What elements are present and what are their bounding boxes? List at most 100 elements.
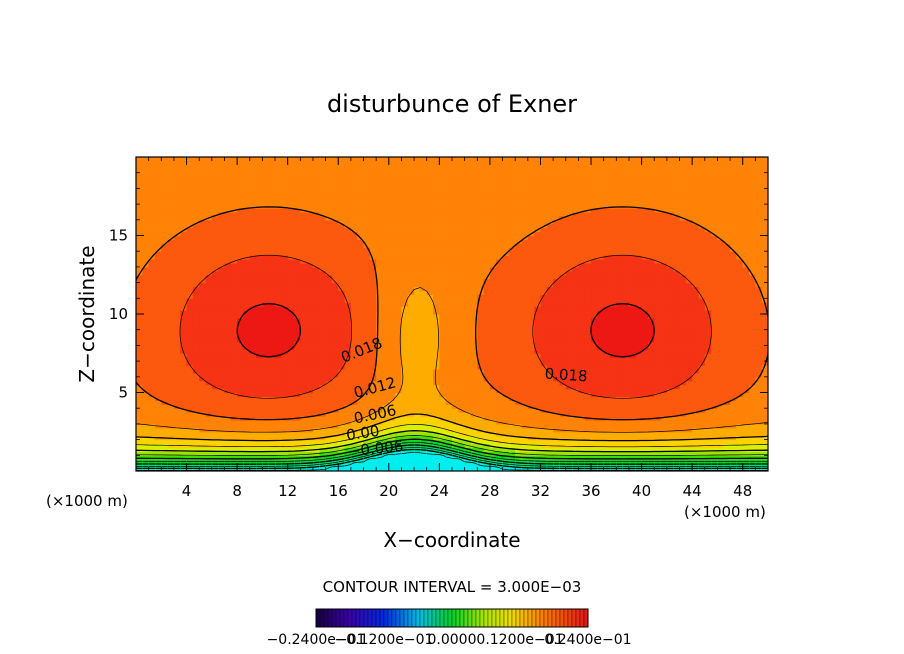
- field-cell: [578, 419, 586, 425]
- field-cell: [294, 392, 301, 398]
- field-cell: [578, 400, 586, 405]
- field-cell: [717, 396, 725, 401]
- field-cell: [749, 416, 756, 421]
- field-cell: [546, 274, 554, 280]
- field-cell: [692, 423, 700, 429]
- field-cell: [679, 376, 687, 382]
- field-cell: [559, 333, 567, 339]
- field-cell: [489, 341, 497, 346]
- field-cell: [597, 337, 605, 343]
- field-cell: [597, 380, 605, 386]
- field-cell: [654, 317, 662, 323]
- field-cell: [445, 396, 453, 401]
- field-cell: [515, 341, 523, 346]
- field-cell: [584, 400, 592, 405]
- field-cell: [641, 365, 649, 370]
- field-cell: [458, 286, 466, 292]
- field-cell: [489, 290, 497, 295]
- field-cell: [439, 416, 447, 421]
- field-cell: [256, 419, 263, 425]
- field-cell: [161, 306, 169, 311]
- field-cell: [186, 341, 194, 346]
- field-cell: [249, 372, 257, 378]
- field-cell: [578, 290, 586, 295]
- field-cell: [363, 416, 371, 421]
- field-cell: [610, 329, 617, 335]
- field-cell: [736, 455, 744, 460]
- field-cell: [458, 376, 466, 382]
- field-cell: [154, 404, 162, 409]
- field-cell: [395, 314, 403, 319]
- field-cell: [388, 345, 396, 350]
- field-cell: [628, 447, 636, 452]
- field-cell: [458, 306, 466, 311]
- field-cell: [142, 290, 150, 295]
- field-cell: [610, 455, 617, 460]
- field-cell: [268, 321, 276, 327]
- field-cell: [477, 310, 485, 315]
- field-cell: [635, 282, 643, 288]
- field-cell: [736, 423, 744, 429]
- field-cell: [161, 463, 169, 468]
- field-cell: [565, 349, 573, 354]
- field-cell: [496, 290, 504, 295]
- field-cell: [199, 282, 207, 288]
- field-cell: [673, 310, 681, 315]
- field-cell: [666, 423, 674, 429]
- field-cell: [591, 396, 598, 401]
- field-cell: [553, 282, 561, 288]
- field-cell: [136, 310, 143, 315]
- field-cell: [761, 427, 768, 433]
- field-cell: [331, 341, 339, 346]
- field-cell: [584, 290, 592, 295]
- field-cell: [616, 451, 624, 456]
- field-cell: [281, 314, 289, 319]
- field-cell: [363, 357, 371, 362]
- field-cell: [521, 419, 529, 425]
- field-cell: [281, 353, 289, 358]
- field-cell: [742, 349, 750, 354]
- field-cell: [616, 384, 624, 390]
- field-cell: [704, 329, 712, 335]
- field-cell: [350, 357, 358, 362]
- field-cell: [300, 361, 308, 366]
- field-cell: [597, 439, 605, 445]
- field-cell: [654, 447, 662, 452]
- field-cell: [262, 282, 270, 288]
- field-cell: [420, 365, 428, 370]
- field-cell: [540, 376, 548, 382]
- field-cell: [616, 321, 624, 327]
- field-cell: [717, 427, 725, 433]
- field-cell: [515, 337, 523, 343]
- field-cell: [692, 286, 700, 292]
- field-cell: [344, 404, 352, 409]
- field-cell: [306, 278, 314, 284]
- field-cell: [167, 357, 175, 362]
- field-cell: [325, 282, 333, 288]
- field-cell: [578, 317, 586, 323]
- field-cell: [654, 333, 662, 339]
- field-cell: [736, 400, 744, 405]
- field-cell: [142, 333, 150, 339]
- field-cell: [483, 278, 491, 284]
- field-cell: [597, 341, 605, 346]
- field-cell: [136, 365, 143, 370]
- field-cell: [540, 435, 548, 441]
- field-cell: [256, 361, 263, 366]
- field-cell: [603, 317, 611, 323]
- field-cell: [319, 388, 327, 394]
- field-cell: [369, 467, 377, 471]
- field-cell: [660, 412, 668, 417]
- field-cell: [477, 431, 485, 437]
- field-cell: [521, 396, 529, 401]
- field-cell: [755, 349, 763, 354]
- field-cell: [654, 423, 662, 429]
- field-cell: [287, 408, 295, 413]
- field-cell: [445, 329, 453, 335]
- field-cell: [698, 302, 706, 307]
- field-cell: [641, 353, 649, 358]
- field-cell: [723, 345, 731, 350]
- field-cell: [521, 345, 529, 350]
- field-cell: [363, 278, 371, 284]
- field-cell: [597, 329, 605, 335]
